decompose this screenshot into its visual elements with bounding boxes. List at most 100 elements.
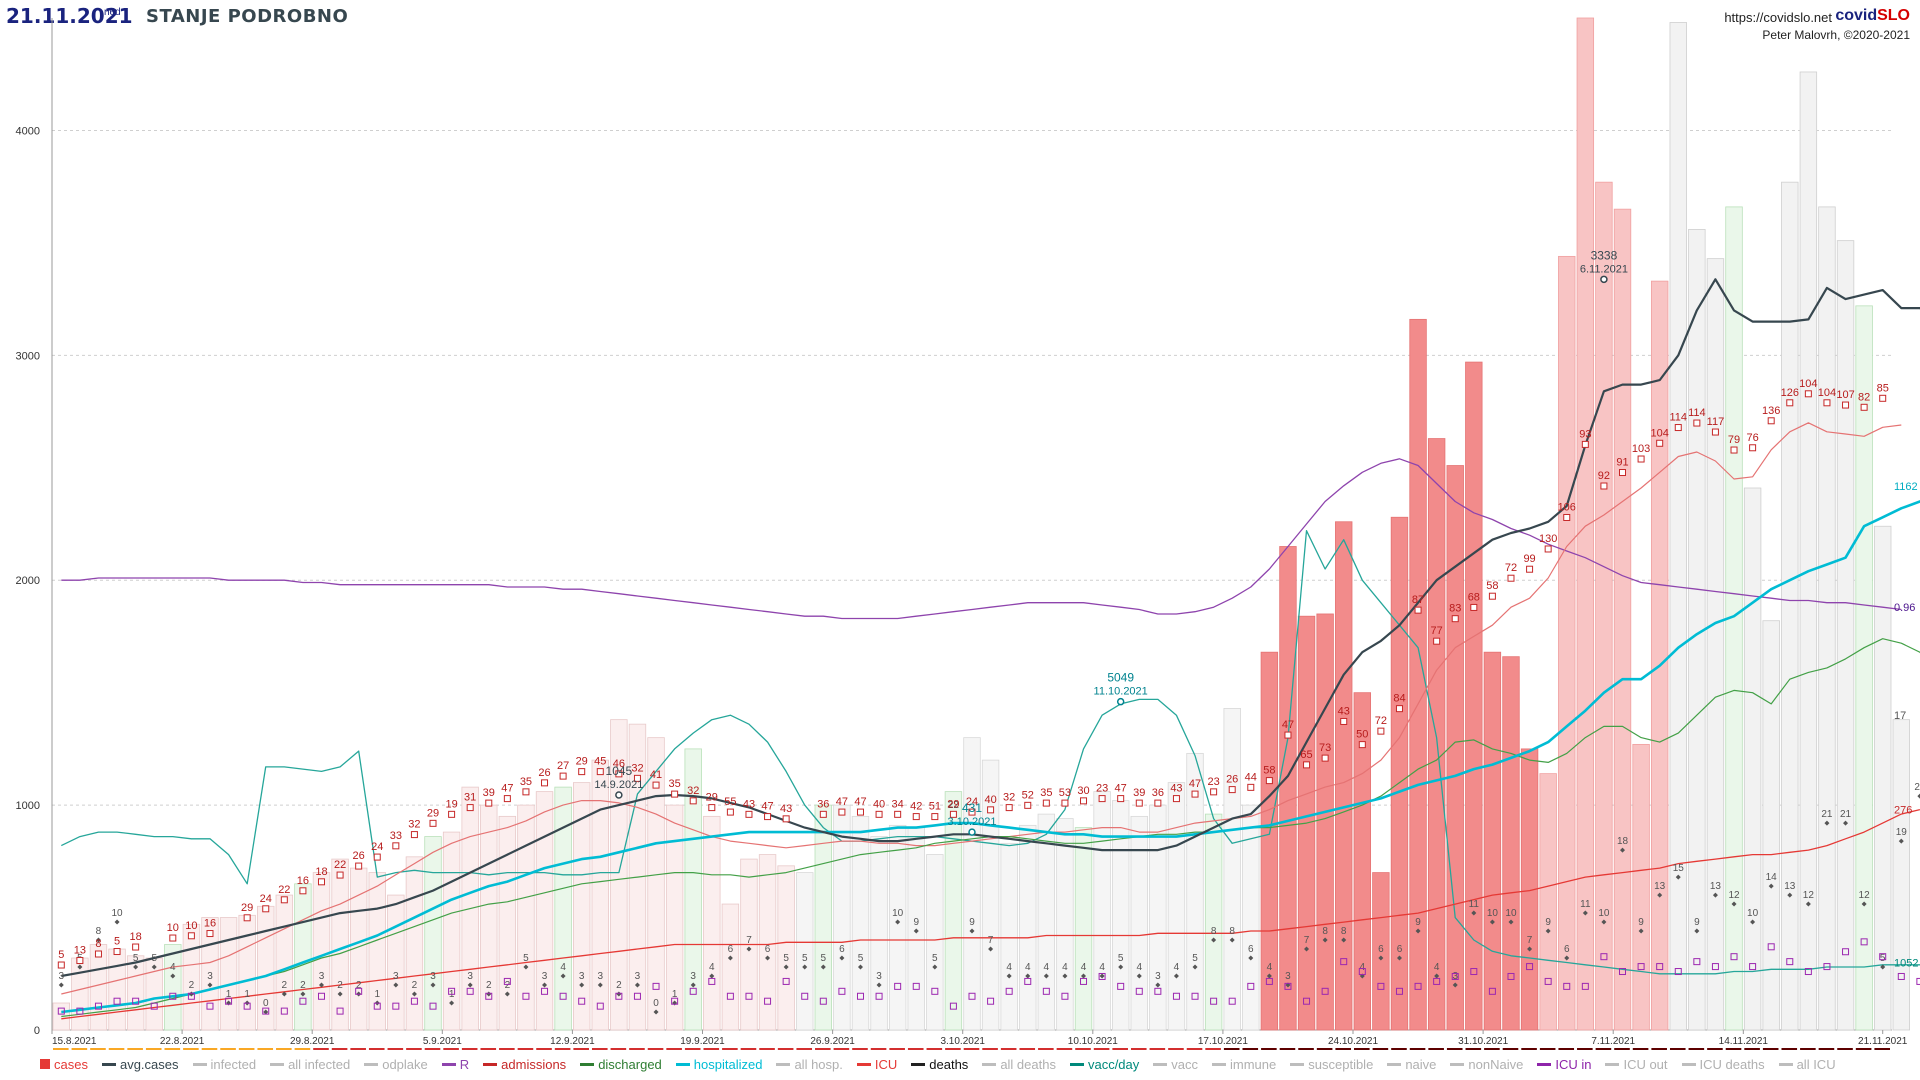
case-bar	[535, 791, 554, 1031]
legend-item[interactable]: naive	[1387, 1057, 1436, 1072]
legend-item[interactable]: ICU deaths	[1681, 1057, 1765, 1072]
admission-marker	[596, 768, 604, 776]
legend-item[interactable]: admissions	[483, 1057, 566, 1072]
y-tick-label: 4000	[16, 125, 40, 137]
end-value-label: 1162	[1894, 481, 1918, 493]
death-marker	[746, 946, 752, 952]
legend-swatch	[40, 1059, 50, 1069]
admission-label: 41	[650, 769, 662, 781]
death-marker	[393, 982, 399, 988]
phase-segment	[1762, 1048, 1779, 1050]
admission-label: 82	[1858, 391, 1870, 403]
line-r	[61, 458, 1902, 620]
death-marker	[1155, 982, 1161, 988]
icu-in-marker	[745, 992, 753, 1000]
legend-item[interactable]: odplake	[364, 1057, 428, 1072]
admission-label: 68	[1468, 591, 1480, 603]
death-label: 3	[59, 971, 65, 982]
death-marker	[207, 982, 213, 988]
legend-item[interactable]: ICU	[856, 1057, 897, 1072]
death-label: 3	[690, 971, 696, 982]
covid-chart: 0100020003000400035810554231102232213231…	[16, 17, 1920, 1050]
legend-swatch	[483, 1062, 498, 1066]
icu-in-marker	[652, 982, 660, 990]
death-marker	[58, 982, 64, 988]
admission-label: 114	[1669, 412, 1687, 424]
phase-segment	[554, 1048, 571, 1050]
icu-in-marker	[1117, 982, 1125, 990]
legend-item[interactable]: vacc	[1153, 1057, 1198, 1072]
phase-segment	[406, 1048, 422, 1050]
admission-marker	[1172, 795, 1180, 803]
death-label: 3	[430, 971, 436, 982]
death-marker	[932, 964, 938, 970]
admission-label: 58	[1263, 765, 1275, 777]
icu-in-marker	[1600, 953, 1608, 961]
legend-item[interactable]: discharged	[580, 1057, 662, 1072]
legend-item[interactable]: all hosp.	[776, 1057, 843, 1072]
icu-in-marker	[317, 992, 325, 1000]
phase-segment	[276, 1048, 292, 1050]
legend-item[interactable]: ICU in	[1537, 1057, 1591, 1072]
icu-in-marker	[1098, 972, 1106, 980]
phase-segment	[461, 1048, 478, 1050]
legend-item[interactable]: susceptible	[1290, 1057, 1373, 1072]
brand-logo: covidSLO	[1835, 7, 1910, 25]
admission-marker	[968, 808, 976, 816]
icu-in-marker	[1303, 997, 1311, 1005]
legend-item[interactable]: all deaths	[982, 1057, 1056, 1072]
phase-segment	[889, 1048, 905, 1050]
legend-label: avg.cases	[119, 1056, 179, 1072]
y-tick-label: 3000	[16, 350, 40, 362]
legend-label: immune	[1230, 1056, 1277, 1072]
admission-marker	[94, 950, 102, 958]
legend-item[interactable]: all infected	[270, 1057, 350, 1072]
legend-item[interactable]: R	[441, 1057, 469, 1072]
case-bar	[665, 804, 684, 1031]
legend-item[interactable]: hospitalized	[675, 1057, 762, 1072]
legend-swatch	[441, 1062, 456, 1066]
death-label: 4	[560, 962, 566, 973]
admission-marker	[931, 813, 939, 821]
death-label: 5	[1192, 953, 1198, 964]
icu-in-marker	[392, 1002, 400, 1010]
admission-label: 87	[1412, 594, 1424, 606]
icu-in-marker	[987, 997, 995, 1005]
icu-in-marker	[689, 987, 697, 995]
peak-marker	[1116, 697, 1125, 706]
icu-in-marker	[262, 1007, 270, 1015]
site-url[interactable]: https://covidslo.net	[1724, 10, 1832, 25]
icu-in-marker	[225, 997, 233, 1005]
admission-marker	[1600, 482, 1608, 490]
phase-segment	[350, 1048, 366, 1050]
admission-marker	[1767, 417, 1775, 425]
death-marker	[969, 928, 975, 934]
case-bar	[1335, 521, 1353, 1031]
legend-item[interactable]: immune	[1212, 1057, 1276, 1072]
legend-label: ICU in	[1555, 1056, 1592, 1072]
legend-item[interactable]: avg.cases	[101, 1056, 179, 1072]
phase-segment	[1874, 1048, 1890, 1050]
legend-item[interactable]: vacc/day	[1069, 1057, 1139, 1072]
legend-item[interactable]: ICU out	[1605, 1057, 1668, 1072]
admission-label: 36	[817, 798, 829, 810]
admission-marker	[745, 810, 753, 818]
death-label: 7	[988, 935, 994, 946]
admission-label: 32	[1003, 792, 1015, 804]
legend-item[interactable]: all ICU	[1778, 1057, 1836, 1072]
x-tick-label: 17.10.2021	[1198, 1036, 1248, 1047]
death-marker	[1304, 946, 1310, 952]
death-label: 4	[1136, 962, 1142, 973]
legend-item[interactable]: cases	[40, 1057, 88, 1072]
death-label: 3	[876, 971, 882, 982]
death-label: 4	[1081, 962, 1087, 973]
admission-marker	[1451, 615, 1459, 623]
legend-item[interactable]: deaths	[911, 1057, 968, 1072]
icu-in-marker	[1842, 948, 1850, 956]
legend-label: deaths	[929, 1056, 969, 1072]
legend-item[interactable]: infected	[192, 1057, 256, 1072]
admission-label: 30	[1077, 785, 1089, 797]
legend-label: odplake	[382, 1056, 428, 1072]
icu-in-marker	[1042, 987, 1050, 995]
legend-item[interactable]: nonNaive	[1450, 1057, 1523, 1072]
